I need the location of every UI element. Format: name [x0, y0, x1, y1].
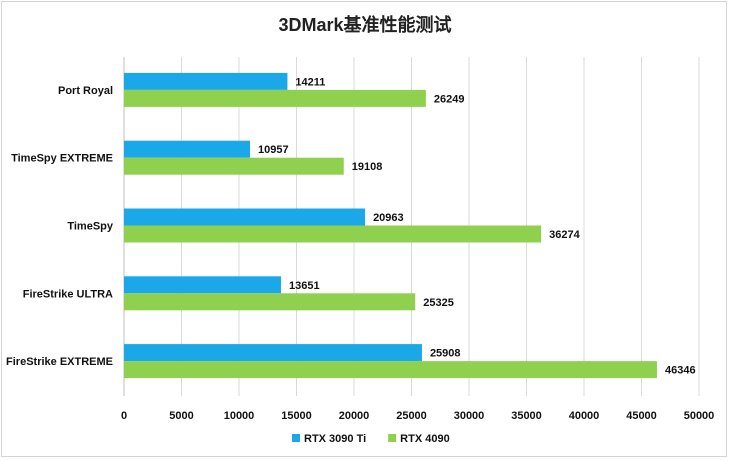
- data-label: 26249: [434, 93, 465, 105]
- x-tick-label: 40000: [569, 410, 600, 422]
- bar: [124, 276, 281, 294]
- x-axis-ticks: 0 5000 10000 15000 20000 25000 30000 35000 40000…: [121, 410, 714, 422]
- bar: [124, 89, 426, 107]
- bar: [124, 208, 366, 226]
- legend-label: RTX 4090: [400, 433, 450, 445]
- legend-label: RTX 3090 Ti: [304, 433, 366, 445]
- legend-swatch: [292, 434, 300, 442]
- legend-swatch: [388, 434, 397, 442]
- bar: [124, 344, 422, 362]
- category-label: FireStrike ULTRA: [23, 288, 113, 300]
- category-labels: Port Royal TimeSpy EXTREME TimeSpy FireStri…: [6, 85, 114, 368]
- data-label: 20963: [373, 212, 404, 224]
- chart-title: 3DMark基准性能测试: [278, 14, 451, 35]
- bar: [124, 225, 542, 243]
- bar: [124, 140, 251, 158]
- x-tick-label: 10000: [224, 410, 255, 422]
- x-tick-label: 35000: [511, 410, 542, 422]
- data-label: 25325: [423, 297, 454, 309]
- data-label: 14211: [295, 76, 325, 88]
- x-tick-label: 50000: [684, 410, 715, 422]
- category-label: FireStrike EXTREME: [6, 356, 113, 368]
- data-label: 46346: [665, 365, 696, 377]
- bars: 14211 26249 10957 19108 20963 36274 13651 25325…: [124, 72, 696, 379]
- bar: [124, 157, 344, 175]
- x-tick-label: 5000: [169, 410, 193, 422]
- x-tick-label: 30000: [454, 410, 485, 422]
- bar: [124, 293, 416, 311]
- category-label: Port Royal: [58, 85, 113, 97]
- x-tick-label: 15000: [281, 410, 312, 422]
- category-label: TimeSpy EXTREME: [11, 153, 113, 165]
- x-tick-label: 0: [121, 410, 127, 422]
- bar: [124, 72, 288, 90]
- bar: [124, 361, 657, 379]
- data-label: 25908: [430, 348, 461, 360]
- legend: RTX 3090 Ti RTX 4090: [292, 433, 450, 445]
- category-label: TimeSpy: [67, 221, 114, 233]
- data-label: 10957: [258, 144, 289, 156]
- x-tick-label: 45000: [626, 410, 657, 422]
- x-tick-label: 20000: [339, 410, 370, 422]
- data-label: 36274: [549, 229, 580, 241]
- x-tick-label: 25000: [396, 410, 427, 422]
- data-label: 19108: [352, 161, 383, 173]
- data-label: 13651: [289, 280, 320, 292]
